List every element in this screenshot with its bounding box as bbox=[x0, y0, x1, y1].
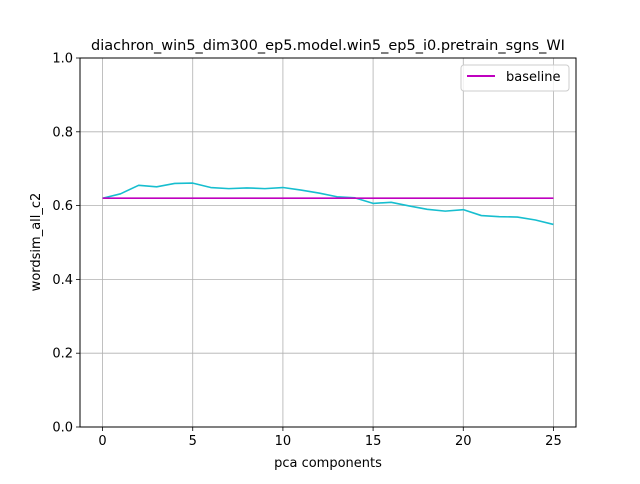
legend: baseline bbox=[460, 64, 570, 92]
x-tick-label: 10 bbox=[275, 434, 292, 449]
y-tick-label: 0.2 bbox=[52, 347, 73, 362]
x-axis-label: pca components bbox=[274, 456, 382, 471]
series-line-0 bbox=[102, 182, 554, 226]
x-tick-label: 15 bbox=[365, 434, 382, 449]
x-axis-ticks: 0 5 10 15 20 25 bbox=[98, 427, 562, 449]
y-tick-label: 0.0 bbox=[52, 421, 73, 436]
legend-box bbox=[460, 64, 570, 92]
legend-label-baseline: baseline bbox=[506, 70, 560, 85]
x-tick-label: 5 bbox=[189, 434, 197, 449]
y-tick-label: 0.6 bbox=[52, 199, 73, 214]
x-tick-label: 20 bbox=[455, 434, 472, 449]
y-axis-ticks: 0.0 0.2 0.4 0.6 0.8 1.0 bbox=[52, 52, 80, 436]
x-tick-label: 25 bbox=[545, 434, 562, 449]
y-axis-label: wordsim_all_c2 bbox=[29, 193, 44, 292]
x-tick-label: 0 bbox=[98, 434, 106, 449]
grid bbox=[80, 57, 576, 428]
plot-frame bbox=[79, 57, 577, 428]
y-tick-label: 0.4 bbox=[52, 273, 73, 288]
y-tick-label: 0.8 bbox=[52, 125, 73, 140]
series-lines bbox=[102, 182, 554, 226]
chart-title: diachron_win5_dim300_ep5.model.win5_ep5_… bbox=[91, 38, 565, 54]
y-tick-label: 1.0 bbox=[52, 52, 73, 67]
